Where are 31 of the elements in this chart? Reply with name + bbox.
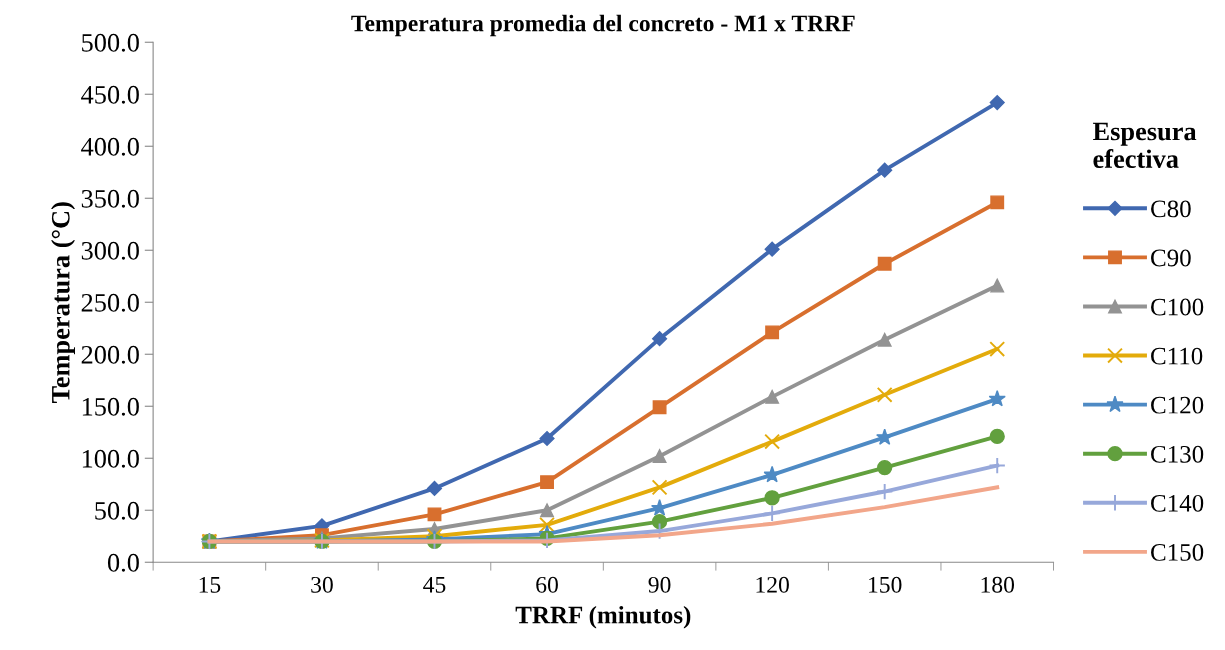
y-tick-label: 150.0	[82, 397, 139, 416]
legend-label: C100	[1151, 298, 1204, 316]
y-axis-title: Temperatura (°C)	[51, 202, 75, 404]
legend-label: C150	[1151, 543, 1204, 561]
legend-label: C110	[1151, 347, 1203, 365]
x-axis-title: TRRF (minutos)	[515, 605, 691, 629]
x-tick-label: 45	[423, 576, 446, 593]
legend-label: C130	[1151, 445, 1204, 463]
y-tick-label: 400.0	[81, 137, 139, 156]
y-tick-label: 50.0	[95, 501, 139, 520]
y-tick-label: 0.0	[107, 553, 139, 572]
legend-label: C140	[1151, 494, 1204, 512]
y-tick-label: 500.0	[82, 33, 139, 52]
x-tick-label: 90	[648, 576, 671, 593]
x-tick-label: 30	[311, 576, 333, 593]
x-tick-label: 150	[869, 576, 902, 593]
legend-label: C80	[1151, 200, 1191, 218]
y-tick-label: 100.0	[82, 449, 139, 468]
chart-title: Temperatura promedia del concreto - M1 x TRRF	[351, 14, 855, 37]
y-tick-label: 350.0	[81, 189, 139, 208]
y-tick-label: 450.0	[81, 85, 139, 104]
legend-label: C90	[1151, 249, 1191, 267]
y-tick-label: 200.0	[81, 345, 139, 364]
legend-label: C120	[1151, 396, 1204, 414]
x-tick-label: 180	[981, 576, 1015, 593]
legend-title: Espesura efectiva	[1092, 122, 1197, 168]
y-tick-label: 300.0	[81, 241, 139, 260]
y-tick-label: 250.0	[81, 293, 139, 312]
x-tick-label: 60	[536, 576, 558, 593]
x-tick-label: 15	[199, 576, 221, 593]
x-tick-label: 120	[756, 576, 789, 593]
